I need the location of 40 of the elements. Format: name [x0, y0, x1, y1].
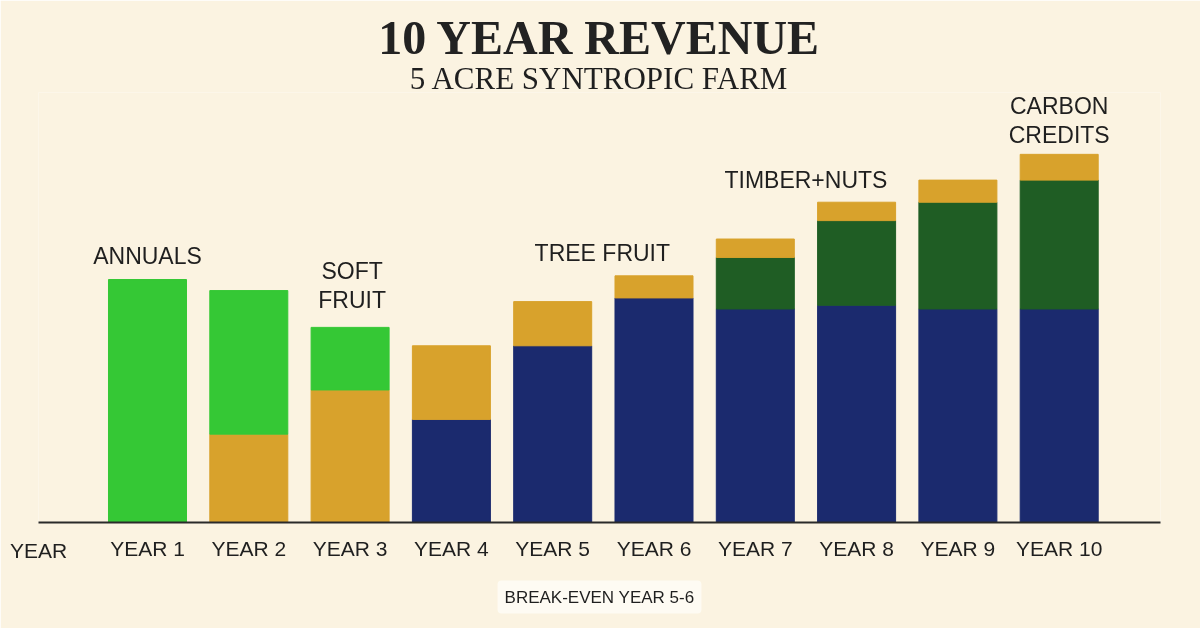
bar [209, 433, 289, 523]
x-tick-label: YEAR 5 [515, 536, 591, 560]
bar [1019, 179, 1099, 310]
bar [817, 220, 897, 306]
x-tick-label: YEAR 4 [414, 536, 490, 560]
bar [918, 201, 998, 310]
text: CARBON CREDITS [1008, 93, 1110, 148]
bar [614, 275, 694, 299]
x-tick-label: YEAR 9 [920, 536, 996, 560]
x-tick-label: YEAR 1 [110, 536, 185, 560]
bar [918, 179, 998, 203]
bar [411, 418, 491, 523]
annotation: TIMBER+NUTS [724, 166, 888, 193]
bar [411, 345, 491, 420]
x-axis-title: YEAR [9, 538, 68, 562]
bar [614, 297, 694, 523]
x-tick-label: YEAR 8 [819, 536, 894, 560]
bar [513, 345, 593, 523]
bar [1019, 308, 1099, 523]
bar [715, 256, 795, 310]
annotation: SOFT FRUIT [318, 258, 386, 313]
bar [513, 301, 593, 347]
bar [209, 290, 289, 435]
text: BREAK-EVEN YEAR 5-6 [504, 587, 695, 607]
x-tick-label: YEAR 10 [1016, 536, 1103, 560]
bar [715, 308, 795, 523]
annotation: ANNUALS [93, 242, 202, 269]
bar [817, 304, 897, 523]
bar [1019, 153, 1099, 181]
bar [715, 238, 795, 258]
bar [817, 201, 897, 222]
bar [108, 279, 187, 523]
bar [310, 326, 390, 391]
x-tick-label: YEAR 2 [211, 536, 287, 560]
annotation: TREE FRUIT [534, 239, 671, 266]
x-tick-label: YEAR 7 [717, 536, 793, 560]
bar [310, 389, 390, 523]
bar [918, 308, 998, 523]
x-tick-label: YEAR 3 [312, 536, 388, 560]
x-tick-label: YEAR 6 [616, 536, 692, 560]
